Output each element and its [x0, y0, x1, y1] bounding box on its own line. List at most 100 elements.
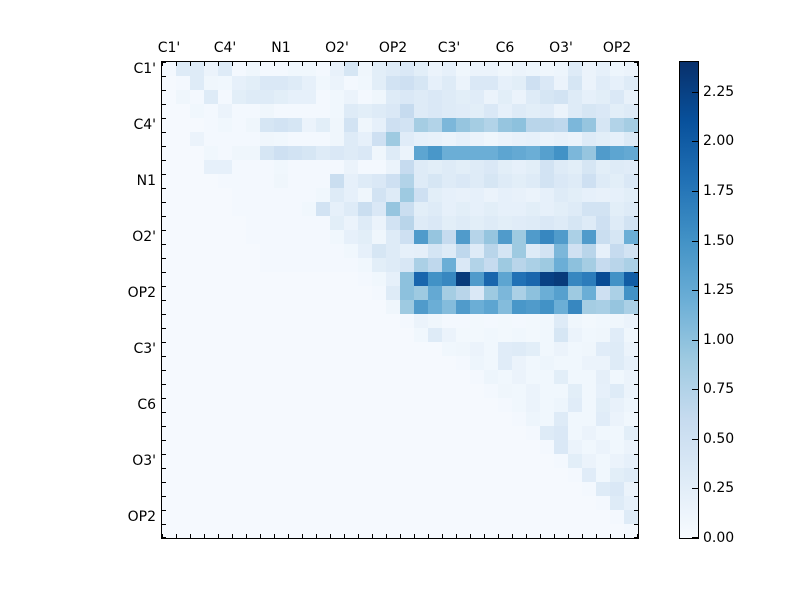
heatmap-cell [358, 426, 372, 440]
heatmap-cell [456, 258, 470, 272]
axis-tick [162, 188, 166, 189]
heatmap-cell [386, 258, 400, 272]
heatmap-cell [456, 216, 470, 230]
heatmap-cell [162, 76, 176, 90]
axis-tick [162, 300, 166, 301]
heatmap-cell [498, 90, 512, 104]
axis-tick [526, 534, 527, 538]
heatmap-cell [540, 328, 554, 342]
heatmap-cell [260, 412, 274, 426]
heatmap-cell [610, 244, 624, 258]
heatmap-cell [386, 132, 400, 146]
heatmap-cell [260, 370, 274, 384]
heatmap-cell [330, 398, 344, 412]
heatmap-cell [554, 90, 568, 104]
heatmap-cell [232, 174, 246, 188]
heatmap-cell [260, 426, 274, 440]
heatmap-cell [302, 174, 316, 188]
heatmap-cell [162, 468, 176, 482]
heatmap-cell [610, 62, 624, 76]
heatmap-cell [288, 468, 302, 482]
heatmap-cell [442, 356, 456, 370]
heatmap-cell [442, 398, 456, 412]
heatmap-cell [386, 216, 400, 230]
heatmap-cell [400, 412, 414, 426]
heatmap-cell [190, 454, 204, 468]
heatmap-cell [610, 510, 624, 524]
heatmap-cell [498, 384, 512, 398]
heatmap-cell [498, 76, 512, 90]
heatmap-cell [246, 356, 260, 370]
heatmap-cell [330, 62, 344, 76]
heatmap-cell [358, 230, 372, 244]
heatmap-cell [372, 216, 386, 230]
heatmap-cell [624, 62, 638, 76]
heatmap-cell [232, 398, 246, 412]
heatmap-cell [414, 356, 428, 370]
heatmap-cell [414, 104, 428, 118]
heatmap-cell [428, 244, 442, 258]
heatmap-cell [400, 384, 414, 398]
colorbar-tick [692, 191, 699, 192]
heatmap-cell [456, 174, 470, 188]
heatmap-cell [554, 76, 568, 90]
heatmap-cell [554, 524, 568, 538]
heatmap-cell [610, 146, 624, 160]
heatmap-cell [456, 314, 470, 328]
heatmap-cell [372, 482, 386, 496]
heatmap-cell [344, 370, 358, 384]
heatmap-cell [344, 104, 358, 118]
heatmap-cell [414, 188, 428, 202]
heatmap-cell [316, 90, 330, 104]
heatmap-cell [400, 314, 414, 328]
heatmap-cell [232, 188, 246, 202]
heatmap-cell [568, 62, 582, 76]
heatmap-cell [470, 76, 484, 90]
axis-tick [246, 62, 247, 66]
heatmap-cell [316, 328, 330, 342]
heatmap-cell [386, 328, 400, 342]
heatmap-cell [372, 314, 386, 328]
colorbar-tick [692, 290, 699, 291]
heatmap-cell [540, 188, 554, 202]
heatmap-cell [246, 90, 260, 104]
heatmap-cell [386, 286, 400, 300]
heatmap-cell [246, 174, 260, 188]
colorbar-tick-label: 0.00 [703, 530, 735, 546]
heatmap-cell [218, 356, 232, 370]
axis-tick [634, 468, 638, 469]
heatmap-cell [246, 384, 260, 398]
heatmap-cell [568, 132, 582, 146]
heatmap-cell [624, 216, 638, 230]
heatmap-cell [526, 356, 540, 370]
heatmap-cell [162, 104, 176, 118]
heatmap-cell [540, 174, 554, 188]
heatmap-cell [554, 104, 568, 118]
heatmap-cell [344, 272, 358, 286]
heatmap-cell [386, 76, 400, 90]
axis-tick [484, 534, 485, 538]
heatmap-cell [400, 230, 414, 244]
heatmap-cell [386, 482, 400, 496]
heatmap-cell [232, 426, 246, 440]
heatmap-cell [218, 216, 232, 230]
heatmap-cell [246, 76, 260, 90]
axis-tick [218, 534, 219, 538]
heatmap-cell [400, 258, 414, 272]
heatmap-cell [512, 370, 526, 384]
heatmap-cell [190, 160, 204, 174]
heatmap-cell [190, 328, 204, 342]
heatmap-cell [372, 412, 386, 426]
heatmap-cell [414, 314, 428, 328]
heatmap-cell [512, 258, 526, 272]
heatmap-cell [372, 132, 386, 146]
heatmap-cell [190, 202, 204, 216]
heatmap-cell [540, 510, 554, 524]
heatmap-cell [162, 202, 176, 216]
heatmap-cell [232, 412, 246, 426]
heatmap-cell [624, 90, 638, 104]
heatmap-cell [246, 216, 260, 230]
heatmap-cell [568, 160, 582, 174]
heatmap-cell [288, 62, 302, 76]
heatmap-cell [344, 160, 358, 174]
